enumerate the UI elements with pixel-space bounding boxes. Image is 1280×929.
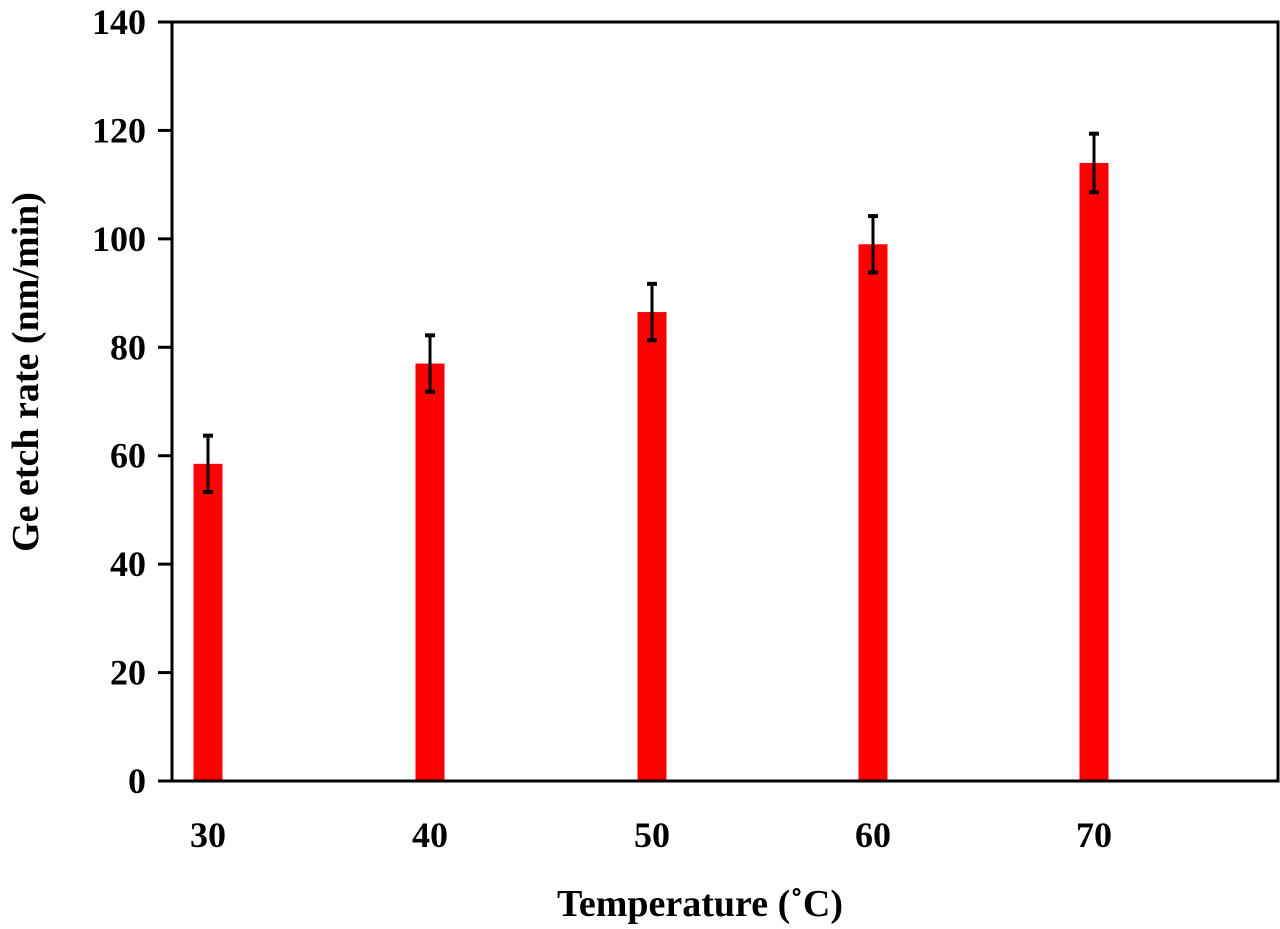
error-bar bbox=[647, 281, 657, 343]
plot-frame bbox=[170, 20, 1280, 783]
y-axis-title: Ge etch rate (nm/min) bbox=[5, 192, 47, 552]
error-bar bbox=[1089, 131, 1099, 195]
x-tick-label: 60 bbox=[855, 815, 891, 855]
y-tick-label: 40 bbox=[110, 544, 146, 584]
y-tick-label: 20 bbox=[110, 653, 146, 693]
y-tick-label: 80 bbox=[110, 327, 146, 367]
bar bbox=[193, 463, 223, 781]
y-tick-label: 140 bbox=[92, 2, 146, 42]
error-bar bbox=[425, 333, 435, 394]
x-tick-label: 30 bbox=[190, 815, 226, 855]
x-tick-label: 50 bbox=[634, 815, 670, 855]
error-bars bbox=[203, 131, 1099, 495]
y-axis-ticks: 0 20 40 60 80 100 120 140 bbox=[92, 2, 172, 801]
y-tick-label: 60 bbox=[110, 436, 146, 476]
bar bbox=[637, 312, 667, 781]
bar bbox=[1079, 162, 1109, 781]
bar bbox=[858, 244, 888, 781]
y-tick-label: 100 bbox=[92, 219, 146, 259]
x-axis-title: Temperature (˚C) bbox=[557, 883, 843, 925]
error-bar bbox=[203, 433, 213, 495]
bars bbox=[193, 162, 1109, 781]
y-tick-label: 0 bbox=[128, 761, 146, 801]
x-tick-label: 70 bbox=[1076, 815, 1112, 855]
x-axis-ticks: 30 40 50 60 70 bbox=[190, 815, 1112, 855]
x-tick-label: 40 bbox=[412, 815, 448, 855]
y-tick-label: 120 bbox=[92, 110, 146, 150]
bar bbox=[415, 363, 445, 781]
error-bar bbox=[868, 214, 878, 275]
